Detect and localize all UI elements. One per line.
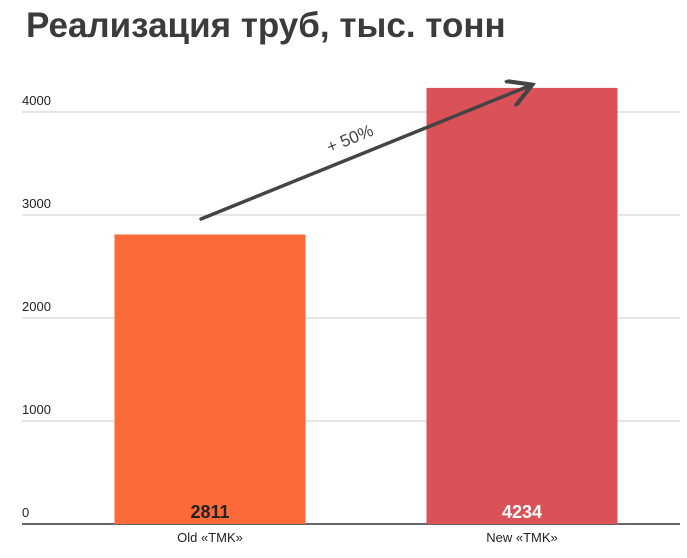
y-tick-label-3000: 3000 bbox=[22, 196, 51, 211]
y-axis-ticks: 0 1000 2000 3000 4000 bbox=[22, 93, 51, 520]
bars bbox=[114, 87, 618, 525]
x-category-label-2: New «TMK» bbox=[486, 530, 558, 545]
y-tick-label-0: 0 bbox=[22, 505, 29, 520]
x-category-label-1: Old «TMK» bbox=[177, 530, 243, 545]
data-labels: 2811 4234 bbox=[190, 502, 542, 522]
bar-1 bbox=[114, 234, 306, 525]
x-axis-categories: Old «TMK» New «TMK» bbox=[177, 530, 558, 545]
y-tick-label-2000: 2000 bbox=[22, 299, 51, 314]
chart-title: Реализация труб, тыс. тонн bbox=[26, 6, 506, 45]
y-tick-label-1000: 1000 bbox=[22, 402, 51, 417]
data-label-1: 2811 bbox=[190, 502, 229, 522]
bar-2 bbox=[426, 87, 618, 524]
growth-arrow bbox=[199, 86, 529, 221]
y-tick-label-4000: 4000 bbox=[22, 93, 51, 108]
data-label-2: 4234 bbox=[502, 502, 542, 522]
